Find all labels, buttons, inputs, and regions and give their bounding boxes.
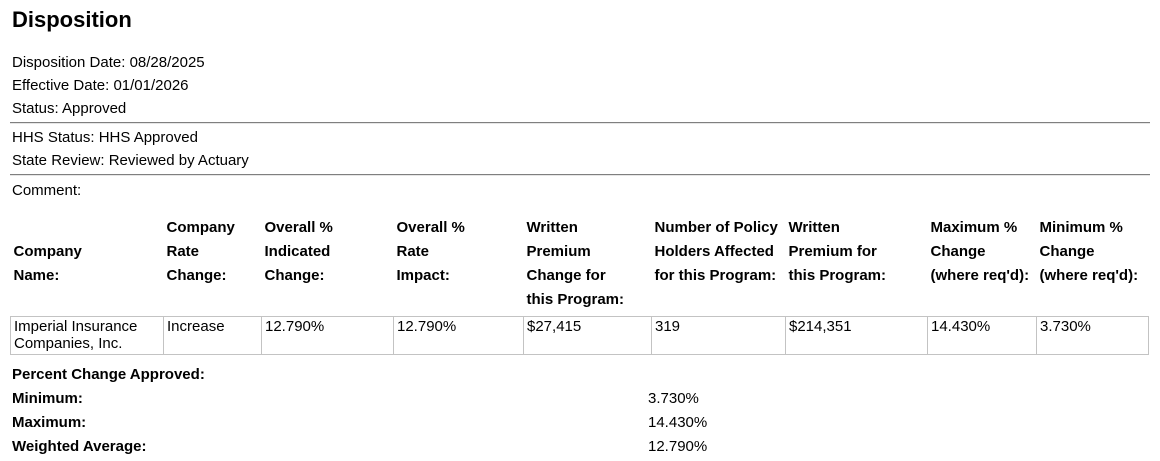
cell-written-premium-change: $27,415 xyxy=(523,316,652,355)
summary-row-minimum: Minimum: 3.730% xyxy=(12,387,1150,411)
minimum-value: 3.730% xyxy=(648,390,699,407)
cell-written-premium: $214,351 xyxy=(785,316,928,355)
summary-heading: Percent Change Approved: xyxy=(12,366,205,383)
maximum-value: 14.430% xyxy=(648,414,708,431)
cell-policy-holders-affected: 319 xyxy=(651,316,786,355)
field-value: Reviewed by Actuary xyxy=(108,152,249,169)
column-header-minimum-change: Minimum % Change (where req'd): xyxy=(1039,219,1139,284)
column-header-maximum-change: Maximum % Change (where req'd): xyxy=(930,219,1030,284)
comment-label: Comment: xyxy=(12,182,82,199)
field-hhs-status: HHS Status: HHS Approved xyxy=(12,126,1150,149)
column-header-policy-holders-affected: Number of Policy Holders Affected for th… xyxy=(654,219,778,284)
field-status: Status: Approved xyxy=(12,97,1150,120)
column-header-overall-rate-impact: Overall % Rate Impact: xyxy=(396,219,465,284)
rate-table: Company Name: Company Rate Change: Overa… xyxy=(10,215,1149,355)
field-disposition-date: Disposition Date: 08/28/2025 xyxy=(12,51,1150,74)
field-label: Disposition Date: xyxy=(12,54,126,71)
field-label: HHS Status: xyxy=(12,129,95,146)
weighted-average-value: 12.790% xyxy=(648,438,708,455)
cell-rate-change-direction: Increase xyxy=(163,316,262,355)
section-divider xyxy=(10,122,1150,124)
maximum-label: Maximum: xyxy=(12,414,87,431)
field-value: HHS Approved xyxy=(98,129,198,146)
column-header-company-name: Company Name: xyxy=(13,243,82,284)
summary-row-maximum: Maximum: 14.430% xyxy=(12,411,1150,435)
weighted-average-label: Weighted Average: xyxy=(12,438,147,455)
cell-overall-rate-impact: 12.790% xyxy=(393,316,524,355)
field-effective-date: Effective Date: 01/01/2026 xyxy=(12,74,1150,97)
field-value: 08/28/2025 xyxy=(129,54,205,71)
minimum-label: Minimum: xyxy=(12,390,83,407)
field-label: State Review: xyxy=(12,152,105,169)
cell-minimum-change: 3.730% xyxy=(1036,316,1149,355)
cell-maximum-change: 14.430% xyxy=(927,316,1037,355)
percent-change-summary: Percent Change Approved: Minimum: 3.730% … xyxy=(12,363,1150,459)
disposition-info-block: Disposition Date: 08/28/2025 Effective D… xyxy=(12,51,1150,120)
column-header-overall-indicated-change: Overall % Indicated Change: xyxy=(264,219,333,284)
field-label: Status: xyxy=(12,100,59,117)
column-header-written-premium-change: Written Premium Change for this Program: xyxy=(526,219,625,308)
field-label: Effective Date: xyxy=(12,77,110,94)
column-header-company-rate-change: Company Rate Change: xyxy=(166,219,235,284)
cell-overall-indicated-change: 12.790% xyxy=(261,316,394,355)
field-state-review: State Review: Reviewed by Actuary xyxy=(12,149,1150,172)
field-value: Approved xyxy=(62,100,127,117)
table-header-row: Company Name: Company Rate Change: Overa… xyxy=(11,215,1149,317)
field-comment: Comment: xyxy=(12,179,1150,202)
table-row: Imperial Insurance Companies, Inc. Incre… xyxy=(10,316,1149,355)
section-divider xyxy=(10,174,1150,176)
summary-row-weighted-average: Weighted Average: 12.790% xyxy=(12,435,1150,459)
cell-company-name: Imperial Insurance Companies, Inc. xyxy=(10,316,164,355)
field-value: 01/01/2026 xyxy=(113,77,189,94)
page-title: Disposition xyxy=(12,7,132,32)
review-status-block: HHS Status: HHS Approved State Review: R… xyxy=(12,126,1150,172)
column-header-written-premium: Written Premium for this Program: xyxy=(788,219,887,284)
